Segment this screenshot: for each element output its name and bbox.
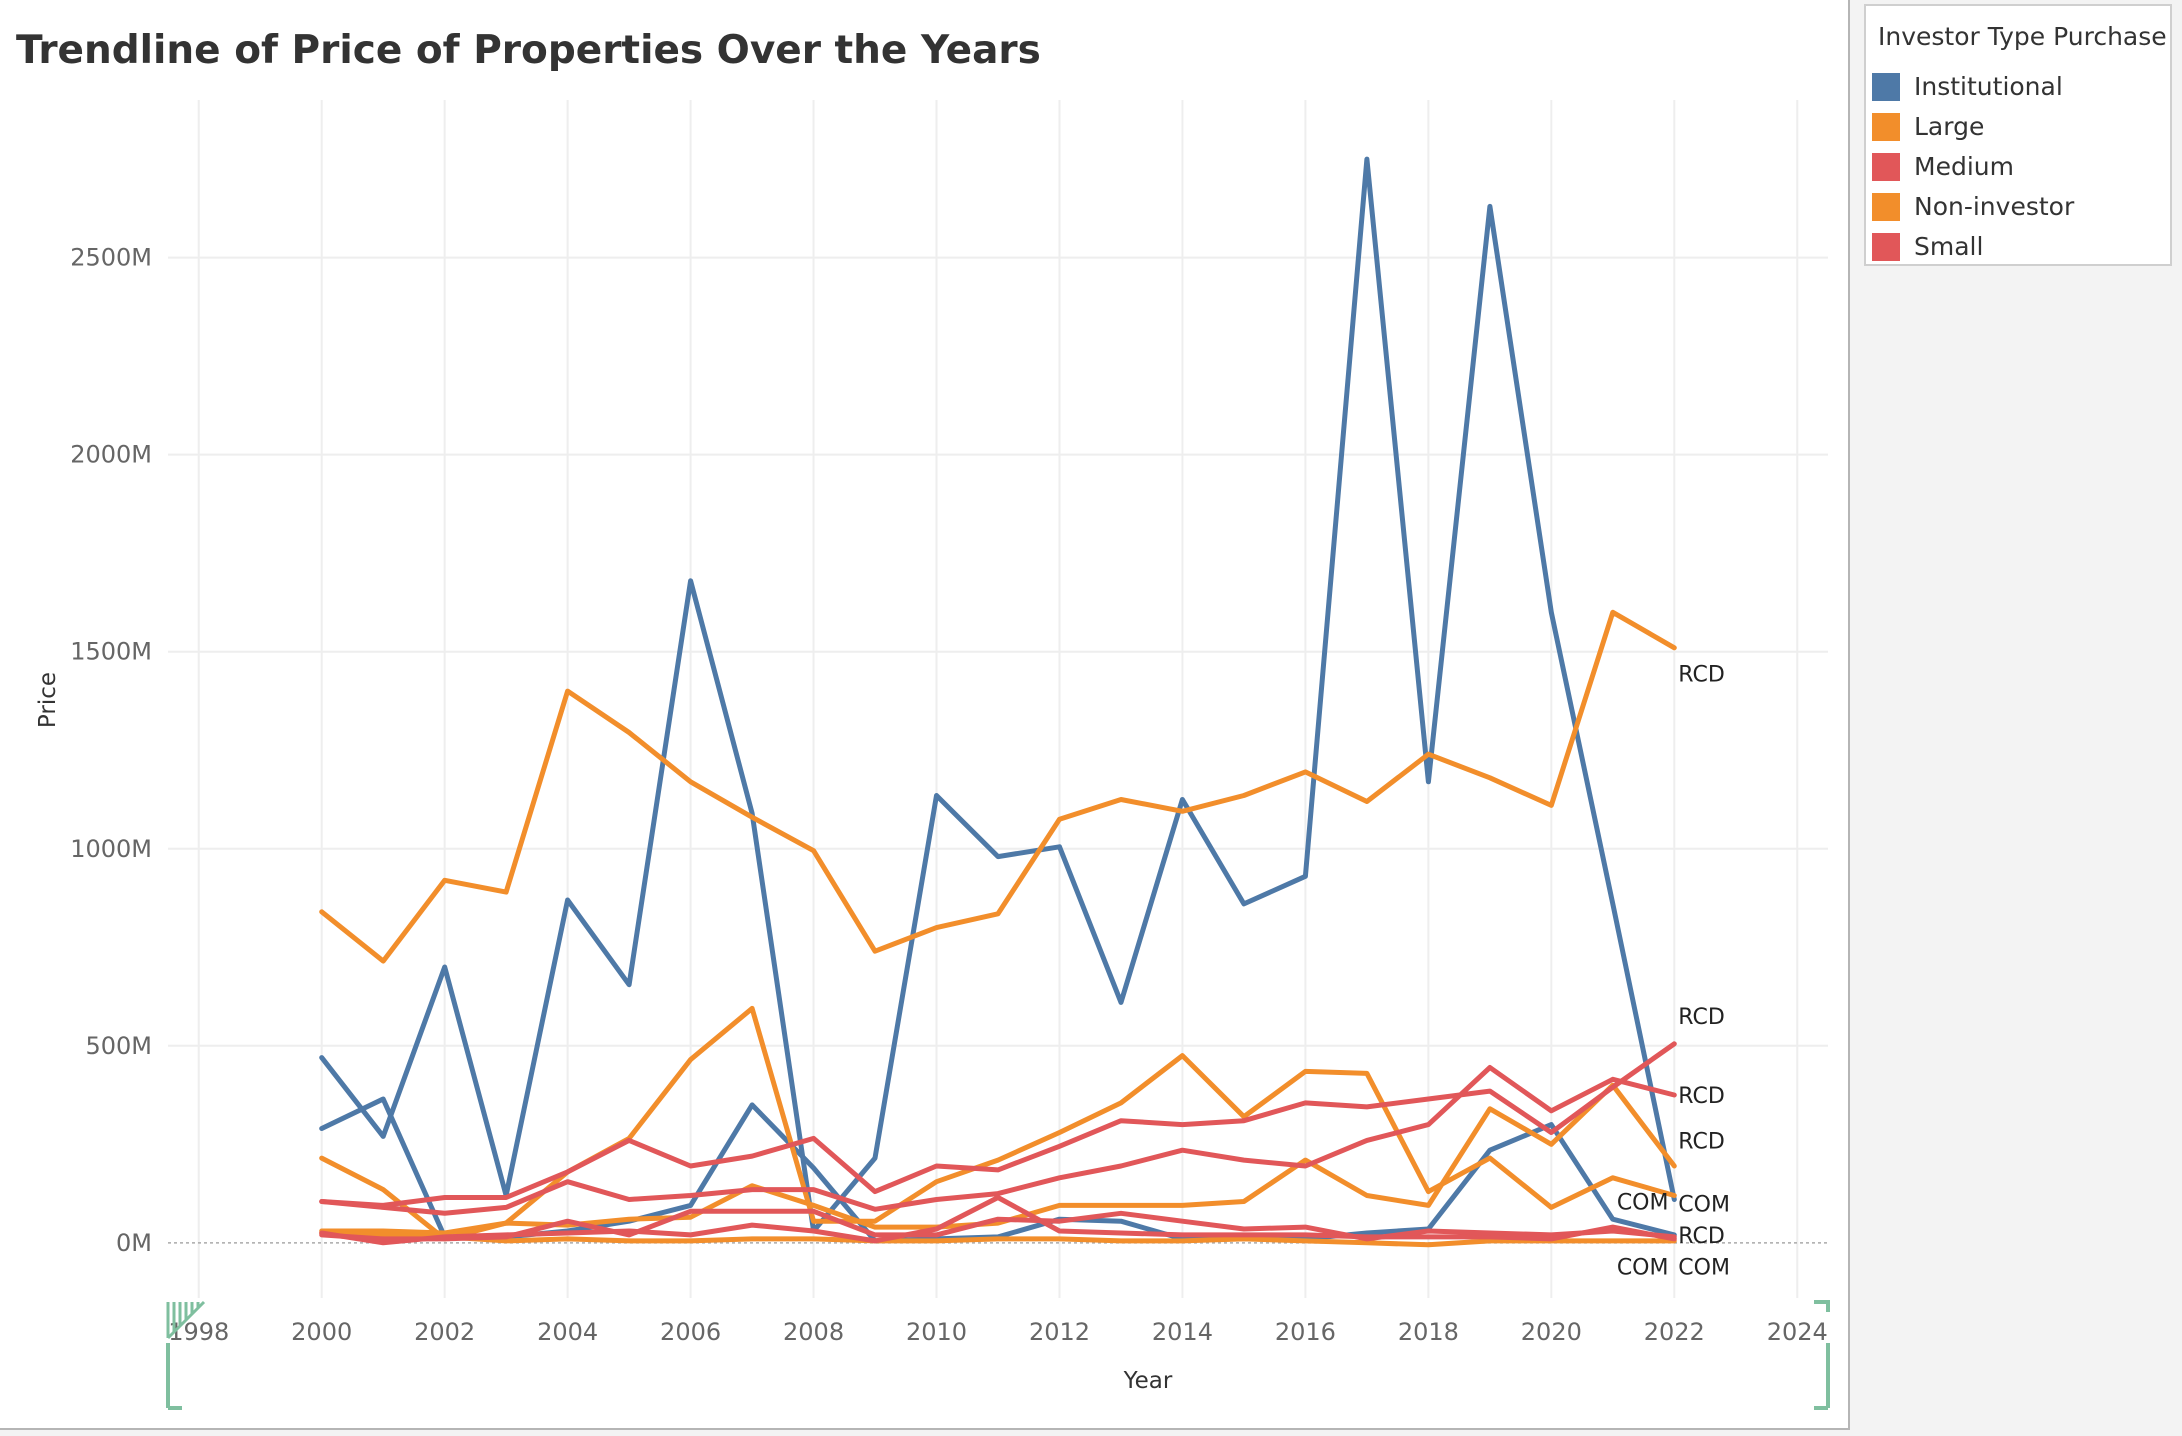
x-tick-label: 2024 (1767, 1318, 1828, 1346)
x-tick-label: 2002 (414, 1318, 475, 1346)
x-tick-label: 2006 (660, 1318, 721, 1346)
x-tick-label: 2012 (1029, 1318, 1090, 1346)
corner-bracket-bottom-right (1814, 1343, 1830, 1410)
x-tick-label: 2020 (1521, 1318, 1582, 1346)
legend-label: Medium (1914, 152, 2014, 181)
series-end-label: RCD (1678, 1084, 1725, 1109)
legend-item-non-investor[interactable]: Non-investor (1872, 190, 2162, 224)
series-end-label: COM (1617, 1255, 1669, 1280)
series-end-label: COM (1678, 1192, 1730, 1217)
series-end-label: COM (1678, 1255, 1730, 1280)
chart-title: Trendline of Price of Properties Over th… (16, 28, 1041, 73)
legend-label: Large (1914, 112, 1985, 141)
worksheet: Trendline of Price of Properties Over th… (0, 0, 1850, 1430)
series-line-small-com[interactable] (319, 1208, 1677, 1242)
series-line-small-rcd[interactable] (319, 1041, 1677, 1208)
x-tick-label: 2016 (1275, 1318, 1336, 1346)
x-tick-label: 1998 (168, 1318, 229, 1346)
x-tick-label: 2018 (1398, 1318, 1459, 1346)
legend-label: Non-investor (1914, 192, 2075, 221)
legend-item-large[interactable]: Large (1872, 110, 2162, 144)
legend-item-small[interactable]: Small (1872, 230, 2162, 264)
legend-title: Investor Type Purchase (1878, 22, 2167, 51)
x-tick-label: 2008 (783, 1318, 844, 1346)
corner-marks (166, 1300, 1830, 1410)
series-line-institutional-rcd[interactable] (319, 156, 1677, 1234)
series-end-label: RCD (1678, 1224, 1725, 1249)
x-tick-label: 2014 (1152, 1318, 1213, 1346)
hatch-diagonal (166, 1300, 206, 1340)
x-tick-label: 2000 (291, 1318, 352, 1346)
series-end-label: COM (1617, 1190, 1669, 1215)
axes: 1998 2000 2002 2004 2006 2008 2010 2012 2014 2016… (35, 244, 1828, 1394)
x-tick-label: 2010 (906, 1318, 967, 1346)
y-axis-title: Price (35, 672, 61, 728)
series-line-large-com[interactable] (319, 1005, 1677, 1242)
series-end-label: RCD (1678, 662, 1725, 687)
legend-label: Institutional (1914, 72, 2063, 101)
legend-label: Small (1914, 232, 1984, 261)
legend-swatch (1872, 113, 1900, 141)
resize-handle-hatch (166, 1300, 206, 1340)
y-tick-label: 1000M (70, 835, 152, 863)
end-labels: RCD RCD RCD RCD COM COM RCD COM COM (1617, 662, 1730, 1280)
x-axis-title: Year (1123, 1368, 1173, 1394)
x-tick-label: 2004 (537, 1318, 598, 1346)
series-line-non-investor-com[interactable] (319, 1230, 1677, 1248)
corner-bracket-top-right (1814, 1300, 1830, 1312)
legend-swatch (1872, 73, 1900, 101)
y-tick-label: 500M (85, 1032, 152, 1060)
line-chart[interactable]: 1998 2000 2002 2004 2006 2008 2010 2012 2014 2016… (0, 0, 1848, 1428)
corner-bracket-bottom-left (166, 1343, 182, 1410)
series-line-medium-com[interactable] (319, 1195, 1677, 1246)
legend-item-institutional[interactable]: Institutional (1872, 70, 2162, 104)
series-line-medium-rcd[interactable] (319, 1065, 1677, 1216)
legend-swatch (1872, 153, 1900, 181)
y-tick-label: 1500M (70, 638, 152, 666)
legend-swatch (1872, 193, 1900, 221)
y-tick-label: 2500M (70, 244, 152, 272)
y-tick-label: 2000M (70, 441, 152, 469)
y-tick-label: 0M (116, 1229, 152, 1257)
series-end-label: RCD (1678, 1005, 1725, 1030)
x-tick-label: 2022 (1644, 1318, 1705, 1346)
legend-swatch (1872, 233, 1900, 261)
series-line-large-rcd[interactable] (319, 609, 1677, 964)
series-end-label: RCD (1678, 1129, 1725, 1154)
series-lines[interactable] (319, 156, 1677, 1248)
legend[interactable]: Investor Type Purchase Institutional Lar… (1864, 4, 2172, 266)
legend-item-medium[interactable]: Medium (1872, 150, 2162, 184)
